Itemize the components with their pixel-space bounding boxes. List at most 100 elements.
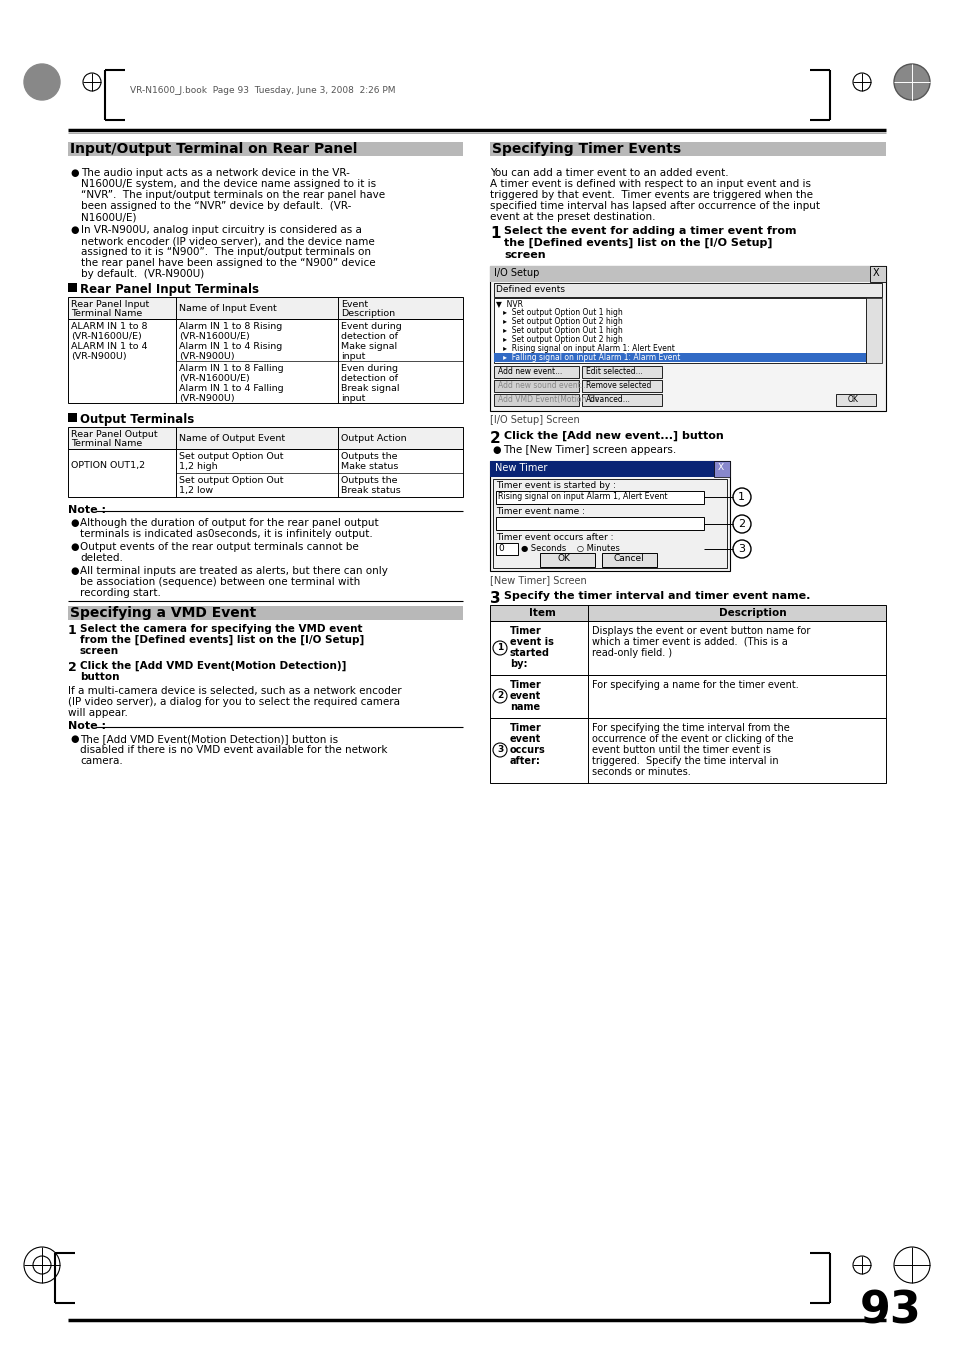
Text: Rear Panel Input Terminals: Rear Panel Input Terminals — [80, 282, 258, 296]
Text: ●: ● — [70, 226, 78, 235]
Text: specified time interval has lapsed after occurrence of the input: specified time interval has lapsed after… — [490, 201, 820, 211]
Text: The audio input acts as a network device in the VR-: The audio input acts as a network device… — [81, 168, 350, 178]
Bar — [496, 517, 703, 530]
Text: Cancel: Cancel — [614, 554, 644, 563]
Bar — [865, 299, 882, 363]
Text: Specifying a VMD Event: Specifying a VMD Event — [70, 607, 256, 620]
Bar — [496, 543, 517, 555]
Text: by:: by: — [510, 659, 527, 669]
Text: Make status: Make status — [340, 462, 398, 471]
Bar — [869, 266, 885, 282]
Text: OPTION OUT1,2: OPTION OUT1,2 — [71, 461, 145, 470]
Bar — [496, 490, 703, 504]
Text: 1,2 high: 1,2 high — [179, 462, 217, 471]
Text: Alarm IN 1 to 4 Rising: Alarm IN 1 to 4 Rising — [179, 342, 282, 351]
Text: 2: 2 — [68, 661, 76, 674]
Text: ▸  Set output Option Out 1 high: ▸ Set output Option Out 1 high — [496, 326, 622, 335]
Text: 2: 2 — [497, 690, 503, 700]
Text: For specifying a name for the timer event.: For specifying a name for the timer even… — [592, 680, 798, 690]
Text: after:: after: — [510, 757, 540, 766]
Text: Terminal Name: Terminal Name — [71, 309, 142, 317]
Text: Break status: Break status — [340, 486, 400, 494]
Text: the rear panel have been assigned to the “N900” device: the rear panel have been assigned to the… — [81, 258, 375, 267]
Text: screen: screen — [80, 646, 119, 657]
Text: Timer: Timer — [510, 723, 541, 734]
Bar — [490, 266, 885, 411]
Bar — [490, 605, 885, 621]
Text: ●: ● — [70, 734, 78, 744]
Text: Even during: Even during — [340, 363, 397, 373]
Text: event: event — [510, 690, 540, 701]
Bar — [68, 142, 462, 155]
Text: Alarm IN 1 to 8 Falling: Alarm IN 1 to 8 Falling — [179, 363, 283, 373]
Text: Specify the timer interval and timer event name.: Specify the timer interval and timer eve… — [503, 590, 809, 601]
Text: ALARM IN 1 to 4: ALARM IN 1 to 4 — [71, 342, 148, 351]
Text: Defined events: Defined events — [496, 285, 564, 295]
Text: In VR-N900U, analog input circuitry is considered as a: In VR-N900U, analog input circuitry is c… — [81, 226, 361, 235]
Text: Alarm IN 1 to 4 Falling: Alarm IN 1 to 4 Falling — [179, 384, 283, 393]
Text: Event during: Event during — [340, 322, 401, 331]
Text: ▸  Falling signal on input Alarm 1: Alarm Event: ▸ Falling signal on input Alarm 1: Alarm… — [496, 353, 679, 362]
Text: by default.  (VR-N900U): by default. (VR-N900U) — [81, 269, 204, 280]
Text: from the [Defined events] list on the [I/O Setup]: from the [Defined events] list on the [I… — [80, 635, 364, 646]
Text: Input/Output Terminal on Rear Panel: Input/Output Terminal on Rear Panel — [70, 142, 357, 155]
Text: 1: 1 — [738, 492, 744, 503]
Text: camera.: camera. — [80, 757, 123, 766]
Text: name: name — [510, 703, 539, 712]
Bar — [581, 380, 661, 392]
Text: ▸  Rising signal on input Alarm 1: Alert Event: ▸ Rising signal on input Alarm 1: Alert … — [496, 345, 674, 353]
Text: ●: ● — [492, 444, 500, 455]
Text: 3: 3 — [490, 590, 500, 607]
Text: deleted.: deleted. — [80, 553, 123, 563]
Text: Rear Panel Input: Rear Panel Input — [71, 300, 149, 309]
Text: event at the preset destination.: event at the preset destination. — [490, 212, 655, 222]
Text: (VR-N1600U/E): (VR-N1600U/E) — [179, 332, 250, 340]
Bar — [490, 461, 729, 571]
Bar — [494, 394, 578, 407]
Text: The [Add VMD Event(Motion Detection)] button is: The [Add VMD Event(Motion Detection)] bu… — [80, 734, 337, 744]
Bar — [490, 676, 885, 717]
Text: recording start.: recording start. — [80, 588, 161, 598]
Bar — [581, 394, 661, 407]
Text: 1: 1 — [497, 643, 503, 653]
Circle shape — [893, 63, 929, 100]
Bar — [601, 553, 657, 567]
Text: Edit selected...: Edit selected... — [585, 367, 642, 376]
Bar — [713, 461, 729, 477]
Text: (VR-N1600U/E): (VR-N1600U/E) — [71, 332, 142, 340]
Text: button: button — [80, 671, 119, 682]
Text: Click the [Add new event...] button: Click the [Add new event...] button — [503, 431, 723, 442]
Text: triggered.  Specify the time interval in: triggered. Specify the time interval in — [592, 757, 778, 766]
Text: OK: OK — [847, 394, 858, 404]
Bar — [494, 353, 865, 362]
Text: 1,2 low: 1,2 low — [179, 486, 213, 494]
Text: OK: OK — [558, 554, 570, 563]
Text: read-only field. ): read-only field. ) — [592, 648, 672, 658]
Text: N1600U/E): N1600U/E) — [81, 212, 136, 222]
Text: Remove selected: Remove selected — [585, 381, 651, 390]
Text: “NVR”.  The input/output terminals on the rear panel have: “NVR”. The input/output terminals on the… — [81, 190, 385, 200]
Text: Set output Option Out: Set output Option Out — [179, 476, 283, 485]
Text: input: input — [340, 394, 365, 403]
Bar — [68, 607, 462, 620]
Text: ● Seconds    ○ Minutes: ● Seconds ○ Minutes — [520, 544, 619, 553]
Text: (VR-N1600U/E): (VR-N1600U/E) — [179, 374, 250, 382]
Text: disabled if there is no VMD event available for the network: disabled if there is no VMD event availa… — [80, 744, 387, 755]
Text: Output Terminals: Output Terminals — [80, 413, 194, 426]
Text: X: X — [872, 267, 879, 278]
Text: 1: 1 — [68, 624, 76, 638]
Text: A timer event is defined with respect to an input event and is: A timer event is defined with respect to… — [490, 178, 810, 189]
Text: event button until the timer event is: event button until the timer event is — [592, 744, 770, 755]
Text: Although the duration of output for the rear panel output: Although the duration of output for the … — [80, 517, 378, 528]
Text: ▸  Set output Option Out 2 high: ▸ Set output Option Out 2 high — [496, 335, 622, 345]
Text: N1600U/E system, and the device name assigned to it is: N1600U/E system, and the device name ass… — [81, 178, 375, 189]
Text: Click the [Add VMD Event(Motion Detection)]: Click the [Add VMD Event(Motion Detectio… — [80, 661, 346, 671]
Text: Terminal Name: Terminal Name — [71, 439, 142, 449]
Text: ▸  Set output Option Out 2 high: ▸ Set output Option Out 2 high — [496, 317, 622, 326]
Text: Add new sound event...: Add new sound event... — [497, 381, 587, 390]
Bar — [539, 553, 595, 567]
Text: Name of Input Event: Name of Input Event — [179, 304, 276, 313]
Bar — [494, 380, 578, 392]
Text: Outputs the: Outputs the — [340, 476, 397, 485]
Text: terminals is indicated as0seconds, it is infinitely output.: terminals is indicated as0seconds, it is… — [80, 530, 373, 539]
